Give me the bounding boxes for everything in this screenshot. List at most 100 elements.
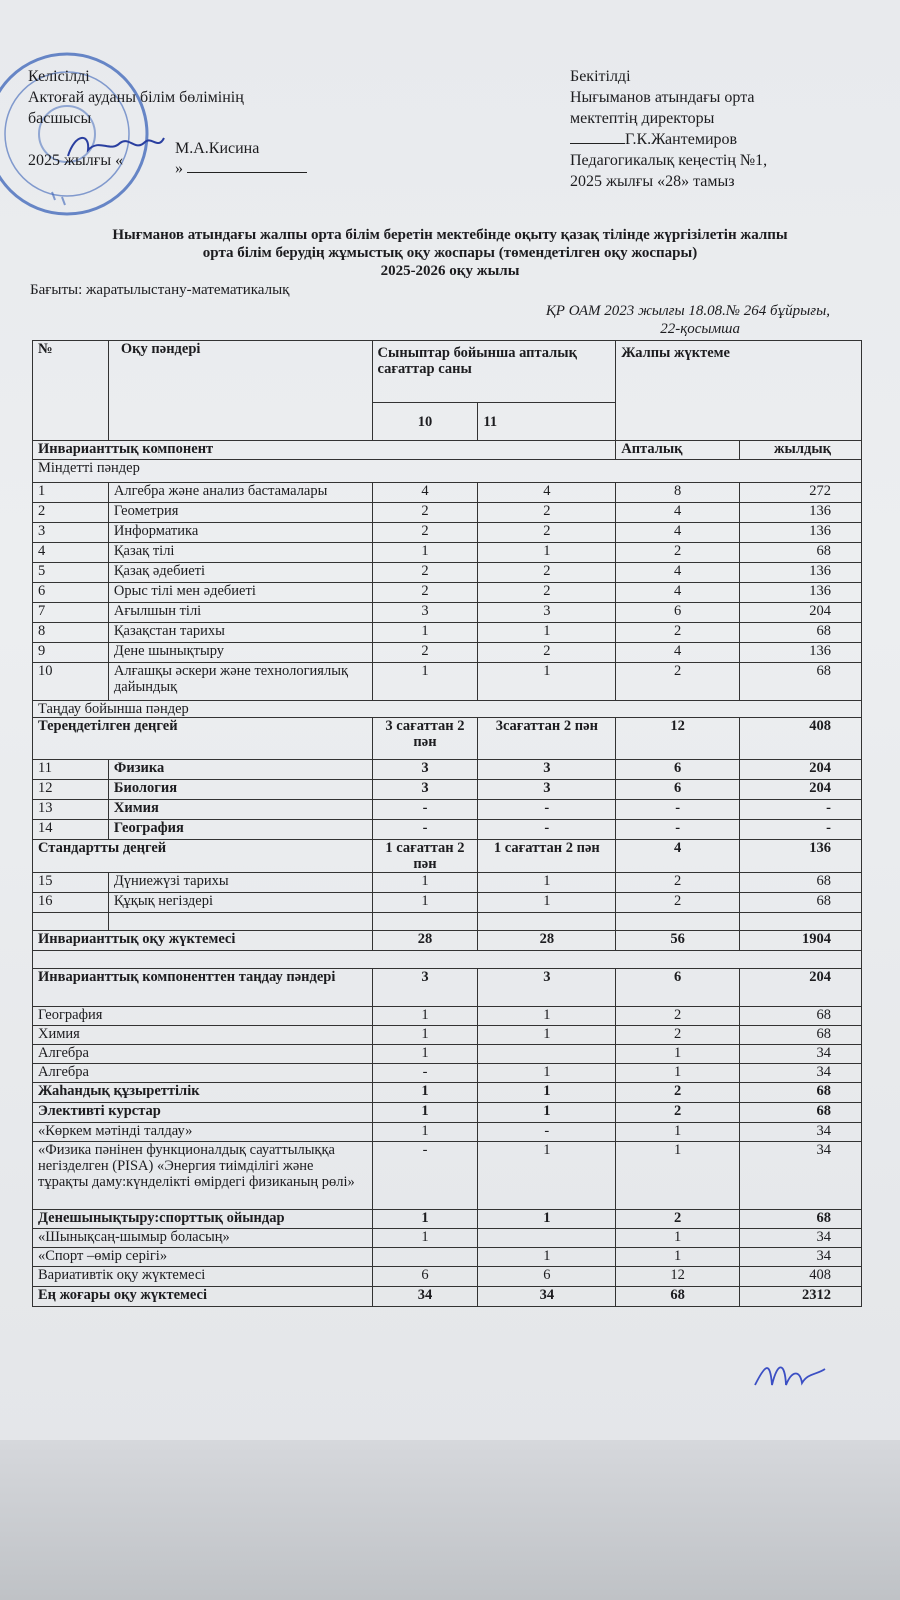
table-row: 3 Информатика 2 2 4 136 <box>32 522 862 543</box>
approval-right: Бекітілді Нығыманов атындағы орта мектеп… <box>570 66 870 192</box>
cell-weekly: - <box>615 819 741 840</box>
cell-no <box>32 912 109 931</box>
table-row: Алгебра -1 1 34 <box>32 1063 862 1083</box>
cell-subject: Жаһандық құзыреттілік <box>32 1082 373 1103</box>
table-row: География 1 1 2 68 <box>32 1006 862 1026</box>
cell-weekly: 2 <box>615 892 741 913</box>
cell-subject: «Спорт –өмір серігі» <box>32 1247 373 1267</box>
cell-grade-10: 28 <box>371 930 479 951</box>
cell-weekly: 12 <box>615 1266 741 1287</box>
section-label: Таңдау бойынша пәндер <box>32 700 862 718</box>
cell-no: 9 <box>32 642 109 663</box>
cell-grade-10: 1 <box>371 662 479 701</box>
cell-grade-11: 3 <box>477 759 617 780</box>
official-stamp <box>0 52 149 216</box>
table-row: 13 Химия - - - - <box>32 799 862 820</box>
cell-grade-11: 3 <box>477 602 617 623</box>
cell-subject: Дене шынықтыру <box>107 642 373 663</box>
cell-yearly: 1904 <box>739 930 862 951</box>
cell-subject: География <box>32 1006 373 1026</box>
cell-grade-11: 1 <box>477 1102 617 1123</box>
cell-weekly: - <box>615 799 741 820</box>
cell-no: 12 <box>32 779 109 800</box>
cell-subject: Орыс тілі мен әдебиеті <box>107 582 373 603</box>
cell-grade-10: 1 <box>371 542 479 563</box>
table-row: Жаһандық құзыреттілік 1 1 2 68 <box>32 1082 862 1103</box>
cell-grade-11: - <box>477 799 617 820</box>
cell-grade-11: 1 <box>477 662 617 701</box>
cell-weekly <box>615 912 741 931</box>
cell-grade-11: 1 <box>477 872 617 893</box>
council-ref: Педагогикалық кеңестің №1, <box>570 152 768 169</box>
cell-yearly: 68 <box>739 1006 862 1026</box>
cell-weekly: 2 <box>615 1209 741 1229</box>
cell-no: 4 <box>32 542 109 563</box>
cell-subject: География <box>107 819 373 840</box>
cell-no: 6 <box>32 582 109 603</box>
section-row: Таңдау бойынша пәндер <box>32 700 862 718</box>
title-line: Нығманов атындағы жалпы орта білім берет… <box>112 227 788 243</box>
cell-grade-11: 1 <box>477 542 617 563</box>
table-row: 4 Қазақ тілі 1 1 2 68 <box>32 542 862 563</box>
cell-subject: Информатика <box>107 522 373 543</box>
table-row: Химия 1 1 2 68 <box>32 1025 862 1045</box>
cell-grade-11: 3 <box>477 968 617 1007</box>
cell-grade-10: 3 сағаттан 2 пән <box>371 717 479 760</box>
cell-subject: Химия <box>32 1025 373 1045</box>
cell-yearly: 204 <box>739 779 862 800</box>
cell-yearly: 68 <box>739 872 862 893</box>
cell-no: 14 <box>32 819 109 840</box>
cell-subject: Қазақ тілі <box>107 542 373 563</box>
cell-weekly: 1 <box>615 1063 741 1083</box>
cell-weekly: 6 <box>615 779 741 800</box>
cell-yearly: 272 <box>739 482 862 503</box>
table-row: «Спорт –өмір серігі» 1 1 34 <box>32 1247 862 1267</box>
section-row: Міндетті пәндер <box>32 459 862 483</box>
cell-grade-11: 1 <box>477 1247 617 1267</box>
section-row <box>32 950 862 969</box>
blank-line <box>187 158 307 173</box>
cell-grade-11: 1 <box>477 1063 617 1083</box>
cell-subject: Химия <box>107 799 373 820</box>
table-row: Инварианттық компоненттен таңдау пәндері… <box>32 968 862 1007</box>
cell-yearly: 34 <box>739 1228 862 1248</box>
cell-subject: «Физика пәнінен функционалдық сауаттылық… <box>32 1141 373 1210</box>
cell-grade-11: 28 <box>477 930 617 951</box>
cell-grade-10: 3 <box>371 968 479 1007</box>
approval-role: мектептің директоры <box>570 110 715 127</box>
cell-grade-10: 2 <box>371 582 479 603</box>
title-line: орта білім берудің жұмыстық оқу жоспары … <box>202 245 698 261</box>
cell-subject: Ең жоғары оқу жүктемесі <box>32 1286 373 1307</box>
cell-weekly: 2 <box>615 1006 741 1026</box>
cell-yearly: 136 <box>739 839 862 873</box>
cell-grade-10: 1 <box>371 1122 479 1142</box>
cell-yearly: 34 <box>739 1122 862 1142</box>
cell-grade-11: 2 <box>477 582 617 603</box>
cell-grade-11: 6 <box>477 1266 617 1287</box>
cell-subject: Физика <box>107 759 373 780</box>
table-row: Вариативтік оқу жүктемесі 6 6 12 408 <box>32 1266 862 1287</box>
approval-left: Келісілді Актоғай ауданы білім бөлімінің… <box>28 66 328 171</box>
cell-subject: Инварианттық компоненттен таңдау пәндері <box>32 968 373 1007</box>
table-row: 16 Құқық негіздері 1 1 2 68 <box>32 892 862 913</box>
cell-grade-10: 6 <box>371 1266 479 1287</box>
cell-yearly: 68 <box>739 1082 862 1103</box>
cell-yearly: 408 <box>739 1266 862 1287</box>
cell-grade-11: 2 <box>477 502 617 523</box>
approval-org: Нығыманов атындағы орта <box>570 89 755 106</box>
table-header-grades: 10 11 <box>33 402 862 441</box>
cell-grade-10: - <box>371 799 479 820</box>
cell-grade-11: 1 <box>477 892 617 913</box>
table-row: 11 Физика 3 3 6 204 <box>32 759 862 780</box>
cell-grade-11: 4 <box>477 482 617 503</box>
cell-weekly: 12 <box>615 717 741 760</box>
cell-weekly: 1 <box>615 1141 741 1210</box>
cell-weekly: 6 <box>615 968 741 1007</box>
cell-weekly: 6 <box>615 759 741 780</box>
cell-grade-11: 2 <box>477 522 617 543</box>
table-row: «Шынықсаң-шымыр боласың» 1 1 34 <box>32 1228 862 1248</box>
cell-weekly: 1 <box>615 1044 741 1064</box>
cell-grade-11 <box>477 912 617 931</box>
cell-no: 15 <box>32 872 109 893</box>
direction-label: Бағыты: жаратылыстану-математикалық <box>30 282 290 298</box>
